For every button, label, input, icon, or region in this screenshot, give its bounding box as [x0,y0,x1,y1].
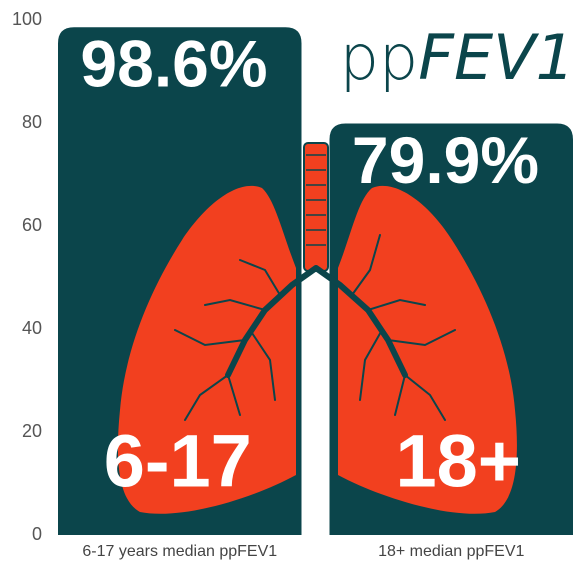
y-tick-label: 80 [22,112,42,132]
chart-title: ppFEV1 [340,21,575,94]
trachea-rings [306,154,326,246]
title-part: pp [340,21,419,94]
y-tick-label: 100 [12,9,42,29]
right-lung [338,185,517,514]
annotation: 6-17 [104,420,252,503]
y-tick-label: 40 [22,318,42,338]
bronchioles [174,234,456,421]
title-part: FEV1 [418,21,575,94]
annotation: 18+ [395,420,521,503]
trachea [303,142,329,272]
left-lung [117,185,296,514]
y-tick-label: 20 [22,421,42,441]
y-tick-label: 0 [32,524,42,544]
value-label: 79.9% [352,123,539,197]
x-tick-label: 18+ median ppFEV1 [378,543,524,560]
x-tick-label: 6-17 years median ppFEV1 [82,543,277,560]
value-label: 98.6% [80,27,267,101]
y-tick-label: 60 [22,215,42,235]
lungs-illustration [117,142,517,514]
